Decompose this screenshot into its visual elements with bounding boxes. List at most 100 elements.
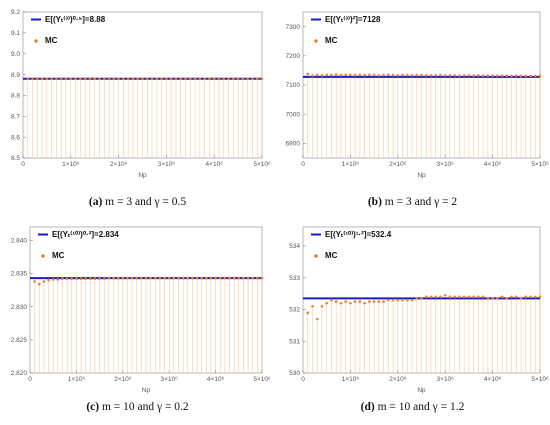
mc-point <box>467 74 471 77</box>
x-tick-label: 5×10⁶ <box>253 161 271 168</box>
mc-point <box>184 77 187 81</box>
mc-point <box>189 77 192 81</box>
mc-point <box>325 301 328 305</box>
mc-point <box>79 277 83 281</box>
mc-point <box>205 276 208 280</box>
mc-point <box>363 73 366 77</box>
mc-point <box>330 73 333 77</box>
mc-point <box>214 276 217 280</box>
mc-point <box>107 77 111 81</box>
mc-point <box>415 73 419 77</box>
mc-point <box>377 300 381 303</box>
mc-point <box>93 77 96 81</box>
x-tick-label: 4×10⁶ <box>207 376 225 383</box>
mc-point <box>172 276 176 280</box>
mc-point <box>344 300 347 303</box>
mc-point <box>37 282 41 286</box>
x-tick-label: 3×10⁶ <box>437 376 455 383</box>
y-tick-label: 2.825 <box>11 337 28 344</box>
mc-point <box>344 73 347 77</box>
y-tick-label: 9.1 <box>11 30 20 37</box>
mc-point <box>191 276 194 280</box>
y-tick-label: 7200 <box>286 53 301 60</box>
mc-point <box>232 77 235 81</box>
mc-point <box>223 276 227 280</box>
mc-point <box>372 300 376 303</box>
x-tick-label: 1×10⁶ <box>62 161 80 168</box>
mc-point <box>102 277 106 281</box>
mc-point <box>306 72 310 76</box>
mc-point <box>98 77 101 81</box>
mc-point <box>186 276 190 280</box>
y-tick-label: 2.840 <box>11 237 28 244</box>
mc-point <box>56 278 60 281</box>
mc-point <box>140 276 143 280</box>
x-axis-label: Np <box>142 387 151 394</box>
mc-point <box>349 301 352 305</box>
mc-point <box>401 73 404 77</box>
mc-point <box>237 276 241 280</box>
mc-point <box>255 77 259 81</box>
mc-point <box>88 77 92 81</box>
mc-point <box>242 276 245 280</box>
mc-point <box>410 74 414 77</box>
mc-point <box>510 74 513 78</box>
mc-point <box>339 301 343 305</box>
y-tick-label: 9.0 <box>11 51 20 58</box>
mc-point <box>315 73 319 77</box>
caption-d: (d) m = 10 and γ = 1.2 <box>275 401 550 413</box>
mc-point <box>458 295 461 299</box>
legend-point-swatch <box>314 39 318 43</box>
x-tick-label: 0 <box>21 161 25 168</box>
caption-label: (a) <box>88 196 103 208</box>
y-tick-label: 7000 <box>286 111 301 118</box>
x-tick-label: 2×10⁶ <box>110 161 128 168</box>
mc-point <box>102 77 106 81</box>
mc-point <box>500 74 504 77</box>
mc-point <box>122 77 125 81</box>
caption-label: (d) <box>360 401 375 413</box>
mc-point <box>75 277 78 281</box>
mc-point <box>83 77 87 81</box>
mc-point <box>420 73 423 77</box>
y-tick-label: 534 <box>289 243 300 250</box>
mc-point <box>121 276 125 280</box>
mc-point <box>401 298 404 302</box>
mc-point <box>208 77 211 81</box>
mc-point <box>260 276 264 280</box>
mc-point <box>358 73 362 77</box>
mc-point <box>256 276 259 280</box>
mc-point <box>181 276 185 280</box>
mc-point <box>443 74 447 77</box>
mc-point <box>519 297 523 300</box>
x-tick-label: 3×10⁶ <box>158 161 176 168</box>
caption-b: (b) m = 3 and γ = 2 <box>275 196 550 208</box>
chart-svg: 6900 7000 7100 7200 7300 0 1×10⁶ 2×10⁶ 3×10⁶ 4×10… <box>286 11 549 179</box>
mc-point <box>439 73 442 77</box>
mc-point <box>117 77 120 81</box>
mc-point <box>424 295 428 299</box>
legend-label: MC <box>325 36 338 45</box>
mc-point <box>93 277 97 281</box>
mc-point <box>36 77 39 80</box>
mc-point <box>467 295 471 299</box>
mc-point <box>353 300 357 303</box>
mc-point <box>51 278 55 281</box>
chart-panel-c: 2.820 2.825 2.830 2.835 2.840 0 1×10⁶ 2×10⁶ 3×10… <box>0 215 275 395</box>
y-tick-label: 8.7 <box>11 113 20 120</box>
x-axis-label: Np <box>138 172 147 179</box>
legend-label: E[(Yₜ⁽³⁾)²]=7128 <box>325 15 381 24</box>
x-axis-label: Np <box>417 172 426 179</box>
mc-point <box>227 77 230 81</box>
mc-point <box>505 74 509 77</box>
caption-label: (b) <box>367 196 382 208</box>
mc-point <box>533 74 537 78</box>
chart-panel-d: 530 531 532 533 534 0 1×10⁶ 2×10⁶ 3×10⁶ 4×10⁶ 5×10… <box>275 215 550 395</box>
x-tick-label: 4×10⁶ <box>206 161 224 168</box>
mc-point <box>260 77 264 81</box>
mc-point <box>387 298 390 302</box>
mc-point <box>505 297 509 300</box>
mc-point <box>130 276 134 280</box>
mc-point <box>538 295 542 299</box>
chart-svg: 2.820 2.825 2.830 2.835 2.840 0 1×10⁶ 2×10⁶ 3×10… <box>11 226 271 394</box>
